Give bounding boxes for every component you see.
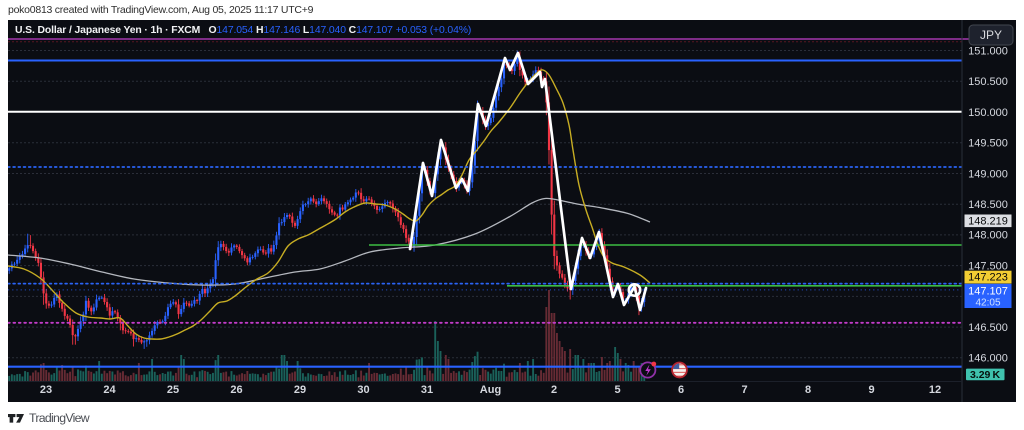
svg-text:2: 2: [551, 384, 557, 396]
svg-text:23: 23: [40, 384, 52, 396]
svg-text:150.500: 150.500: [968, 76, 1008, 88]
svg-text:148.500: 148.500: [968, 199, 1008, 211]
svg-text:9: 9: [868, 384, 874, 396]
svg-text:6: 6: [678, 384, 684, 396]
svg-text:148.219: 148.219: [968, 215, 1008, 227]
svg-text:31: 31: [421, 384, 433, 396]
svg-text:8: 8: [805, 384, 811, 396]
svg-text:12: 12: [929, 384, 941, 396]
svg-text:146.500: 146.500: [968, 322, 1008, 334]
svg-text:147.223: 147.223: [968, 272, 1008, 284]
svg-text:148.000: 148.000: [968, 230, 1008, 242]
svg-text:147.500: 147.500: [968, 260, 1008, 272]
svg-text:149.500: 149.500: [968, 138, 1008, 150]
svg-text:3.29 K: 3.29 K: [970, 369, 1001, 381]
svg-text:151.000: 151.000: [968, 45, 1008, 57]
svg-text:146.000: 146.000: [968, 353, 1008, 365]
svg-text:42:05: 42:05: [975, 298, 1000, 309]
svg-text:149.000: 149.000: [968, 168, 1008, 180]
svg-text:JPY: JPY: [980, 28, 1002, 42]
svg-text:Aug: Aug: [480, 384, 501, 396]
svg-text:25: 25: [167, 384, 179, 396]
svg-text:24: 24: [103, 384, 116, 396]
svg-text:30: 30: [357, 384, 369, 396]
svg-text:29: 29: [294, 384, 306, 396]
svg-text:26: 26: [230, 384, 242, 396]
svg-text:7: 7: [741, 384, 747, 396]
svg-text:147.107: 147.107: [968, 286, 1008, 298]
svg-text:150.000: 150.000: [968, 107, 1008, 119]
svg-text:5: 5: [614, 384, 620, 396]
